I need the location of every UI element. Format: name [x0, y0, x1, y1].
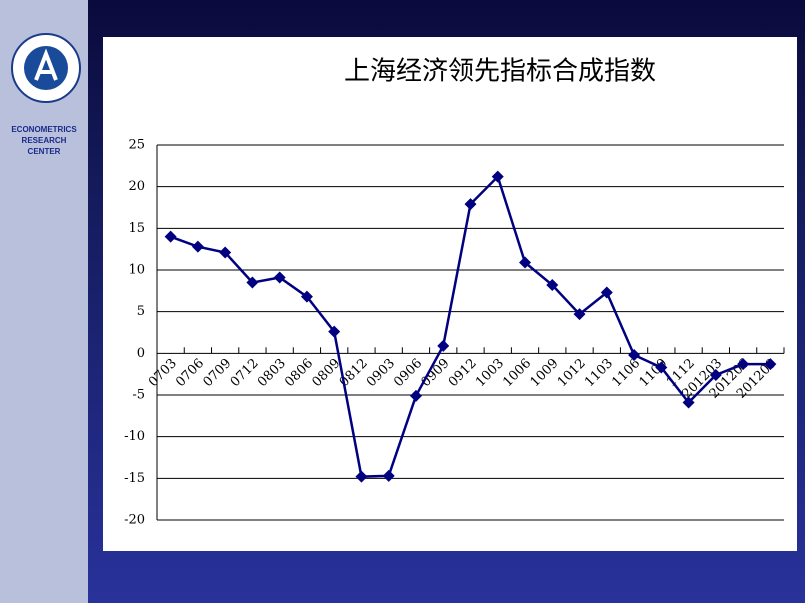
data-marker: [382, 469, 395, 482]
data-marker: [246, 276, 259, 289]
data-marker: [737, 358, 750, 371]
y-tick-label: 0: [137, 346, 145, 361]
org-line: ECONOMETRICS: [11, 125, 77, 134]
logo: [11, 33, 81, 103]
org-name: ECONOMETRICS RESEARCH CENTER: [0, 124, 88, 157]
data-marker: [437, 339, 450, 352]
org-line: RESEARCH: [21, 136, 67, 145]
data-marker: [655, 361, 668, 374]
y-tick-label: 5: [137, 304, 145, 319]
data-marker: [191, 240, 204, 253]
data-marker: [546, 279, 559, 291]
y-tick-label: 20: [128, 179, 145, 194]
data-marker: [628, 349, 641, 361]
data-marker: [409, 389, 422, 402]
data-marker: [519, 256, 532, 269]
data-marker: [573, 308, 586, 321]
data-marker: [273, 271, 286, 284]
data-marker: [491, 170, 504, 183]
data-marker: [682, 396, 695, 409]
y-tick-label: 10: [128, 263, 145, 278]
chart-panel: [103, 37, 797, 551]
y-tick-label: -15: [124, 471, 145, 486]
y-tick-label: 15: [128, 221, 145, 236]
data-marker: [164, 230, 177, 243]
sidebar: ECONOMETRICS RESEARCH CENTER: [0, 0, 88, 603]
data-marker: [764, 358, 777, 371]
data-marker: [464, 198, 477, 211]
data-marker: [709, 369, 722, 381]
data-marker: [600, 286, 613, 299]
data-marker: [328, 325, 341, 338]
y-tick-label: 25: [128, 138, 145, 153]
data-marker: [355, 470, 368, 483]
data-marker: [300, 290, 313, 303]
org-line: CENTER: [27, 147, 61, 156]
data-marker: [219, 246, 232, 259]
y-tick-label: -5: [132, 388, 145, 403]
y-tick-label: -10: [124, 429, 145, 444]
chart-title: 上海经济领先指标合成指数: [344, 57, 656, 87]
y-tick-label: -20: [124, 513, 145, 528]
